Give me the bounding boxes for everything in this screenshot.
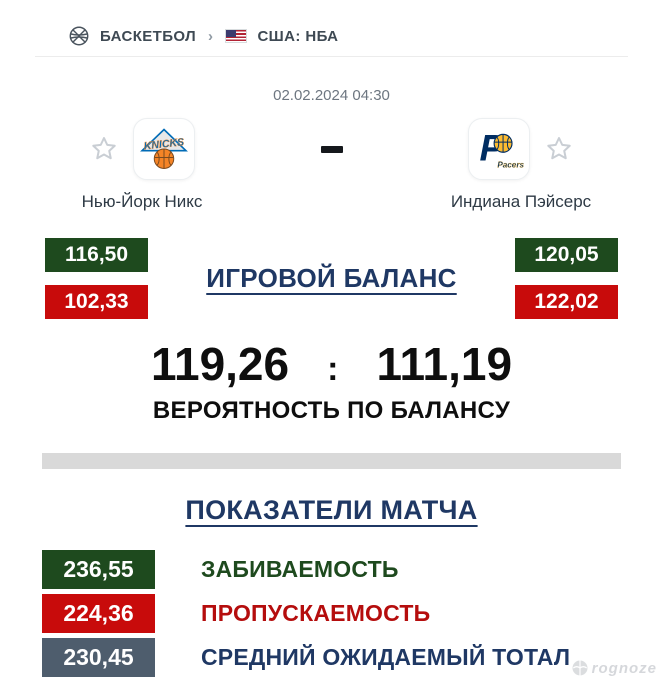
usa-flag-icon bbox=[225, 29, 248, 43]
away-logo-wordmark: Pacers bbox=[497, 161, 524, 170]
away-team-name: Индиана Пэйсерс bbox=[450, 192, 592, 211]
probability-separator: : bbox=[327, 350, 339, 388]
basketball-icon bbox=[68, 25, 90, 47]
away-team-logo: P Pacers bbox=[468, 118, 530, 180]
stat-row-expected-total: 230,45 СРЕДНИЙ ОЖИДАЕМЫЙ ТОТАЛ bbox=[42, 638, 663, 677]
away-team-block: P Pacers Индиана Пэйсерс bbox=[441, 118, 601, 212]
header-divider bbox=[35, 56, 628, 57]
home-odds-top-value: 116,50 bbox=[45, 238, 148, 272]
favorite-star-icon-away[interactable] bbox=[544, 134, 574, 164]
section-divider-bar bbox=[42, 453, 621, 469]
stat-value-box: 224,36 bbox=[42, 594, 155, 633]
away-odds-top-value: 120,05 bbox=[514, 238, 618, 272]
teams-row: KNICKS Нью-Йорк Никс P bbox=[0, 104, 663, 212]
stat-label: ЗАБИВАЕМОСТЬ bbox=[201, 556, 399, 582]
stats-list: 236,55 ЗАБИВАЕМОСТЬ 224,36 ПРОПУСКАЕМОСТ… bbox=[42, 550, 663, 677]
away-odds-bottom-value: 122,02 bbox=[514, 285, 618, 319]
home-odds-bottom-value: 102,33 bbox=[45, 285, 148, 319]
home-probability-value: 119,26 bbox=[150, 338, 290, 390]
stat-label: ПРОПУСКАЕМОСТЬ bbox=[201, 600, 431, 626]
away-odds-column: 120,05 122,02 bbox=[514, 238, 618, 319]
home-team-logo: KNICKS bbox=[133, 118, 195, 180]
watermark-logo-icon bbox=[572, 660, 588, 676]
versus-dash bbox=[320, 146, 343, 153]
watermark-text: rognoze bbox=[591, 659, 657, 677]
match-datetime: 02.02.2024 04:30 bbox=[273, 87, 390, 104]
favorite-star-icon-home[interactable] bbox=[89, 134, 119, 164]
breadcrumb: БАСКЕТБОЛ › США: НБА bbox=[0, 0, 663, 52]
home-team-name: Нью-Йорк Никс bbox=[81, 192, 203, 211]
breadcrumb-sport-link[interactable]: БАСКЕТБОЛ bbox=[100, 27, 197, 45]
stat-value-box: 236,55 bbox=[42, 550, 155, 589]
probability-caption: ВЕРОЯТНОСТЬ ПО БАЛАНСУ bbox=[152, 397, 511, 424]
chevron-right-icon: › bbox=[208, 27, 214, 45]
stat-label: СРЕДНИЙ ОЖИДАЕМЫЙ ТОТАЛ bbox=[201, 644, 571, 670]
stat-row-conceding: 224,36 ПРОПУСКАЕМОСТЬ bbox=[42, 594, 663, 633]
breadcrumb-league-link[interactable]: США: НБА bbox=[257, 27, 339, 45]
away-probability-value: 111,19 bbox=[376, 338, 513, 390]
game-balance-title: ИГРОВОЙ БАЛАНС bbox=[206, 263, 457, 293]
stat-value-box: 230,45 bbox=[42, 638, 155, 677]
stat-row-scoring: 236,55 ЗАБИВАЕМОСТЬ bbox=[42, 550, 663, 589]
site-watermark: rognoze bbox=[570, 658, 657, 678]
probability-row: 119,26 : 111,19 bbox=[0, 337, 663, 391]
home-odds-column: 116,50 102,33 bbox=[45, 238, 148, 319]
game-balance-section: 116,50 102,33 ИГРОВОЙ БАЛАНС 120,05 122,… bbox=[0, 238, 663, 319]
home-team-block: KNICKS Нью-Йорк Никс bbox=[62, 118, 222, 212]
match-indicators-title: ПОКАЗАТЕЛИ МАТЧА bbox=[185, 495, 478, 525]
home-logo-wordmark: KNICKS bbox=[143, 136, 184, 152]
